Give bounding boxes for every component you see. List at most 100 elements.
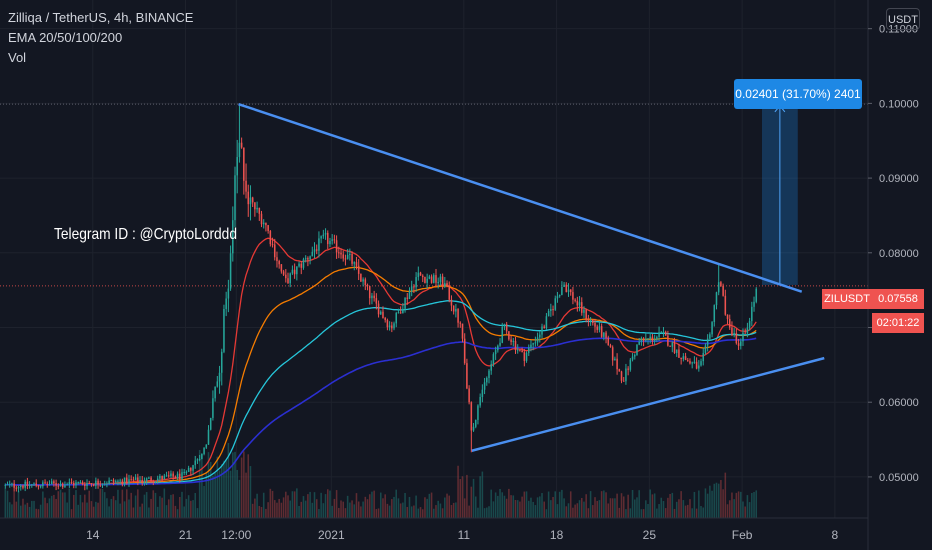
candle-body — [455, 309, 457, 312]
volume-bar — [512, 495, 515, 518]
candle-body — [70, 482, 73, 484]
volume-bar — [128, 499, 130, 518]
candle-body — [28, 484, 31, 486]
candle-body — [603, 332, 605, 337]
trendlines[interactable] — [238, 102, 825, 452]
candle-body — [755, 288, 758, 302]
volume-bar — [477, 507, 479, 518]
candle-body — [611, 347, 614, 361]
last-price-tag: 0.07558 — [872, 289, 924, 309]
volume-bar — [344, 508, 347, 518]
candle-body — [682, 356, 685, 359]
candle-body — [117, 480, 119, 482]
volume-bar — [631, 489, 634, 518]
volume-bar — [258, 505, 261, 518]
volume-bar — [569, 491, 572, 518]
candle-body — [232, 220, 234, 254]
volume-bar — [410, 506, 413, 518]
candle-body — [620, 371, 623, 381]
bar-countdown-tag: 02:01:22 — [872, 313, 924, 333]
volume-bar — [97, 502, 99, 518]
candle-body — [170, 473, 172, 477]
volume-bar — [64, 492, 66, 518]
candle-body — [695, 361, 698, 369]
volume-bar — [751, 493, 753, 518]
candle-body — [342, 254, 344, 259]
price-range-measure[interactable] — [761, 104, 798, 285]
volume-bar — [618, 507, 621, 518]
candle-body — [205, 444, 208, 448]
candle-body — [234, 175, 236, 221]
volume-bar — [664, 508, 667, 518]
volume-bar — [99, 488, 102, 518]
volume-indicator-label[interactable]: Vol — [8, 50, 27, 65]
price-tick-label: 0.09000 — [879, 173, 919, 185]
candle-body — [351, 253, 353, 264]
candle-body — [419, 272, 422, 276]
volume-bar — [609, 498, 612, 518]
volume-bar — [382, 498, 384, 518]
candle-body — [212, 398, 214, 418]
candle-body — [362, 279, 364, 282]
volume-bar — [269, 488, 272, 518]
candle-body — [413, 286, 415, 288]
candle-body — [247, 191, 250, 205]
volume-bar — [293, 491, 296, 518]
candle-body — [474, 419, 477, 427]
candle-body — [320, 236, 322, 239]
volume-bar — [667, 497, 669, 518]
candle-body — [163, 475, 166, 480]
ema-indicator-label[interactable]: EMA 20/50/100/200 — [8, 30, 123, 45]
candle-body — [44, 482, 46, 484]
candle-body — [103, 484, 106, 486]
candle-body — [112, 479, 115, 482]
candle-body — [444, 283, 446, 287]
candle-body — [258, 207, 261, 214]
candle-body — [689, 361, 691, 364]
volume-bar — [220, 464, 223, 518]
candle-body — [452, 305, 455, 312]
candle-body — [19, 485, 22, 488]
volume-bar — [192, 500, 194, 518]
candle-body — [37, 485, 40, 487]
candle-body — [77, 482, 79, 484]
volume-bar — [527, 500, 530, 518]
volume-bar — [61, 492, 64, 518]
currency-button[interactable]: USDT — [886, 8, 920, 30]
volume-bar — [536, 497, 539, 518]
volume-bar — [675, 501, 678, 518]
candle-body — [592, 319, 594, 323]
volume-bar — [611, 498, 614, 518]
candle-body — [176, 473, 179, 479]
candle-body — [503, 324, 506, 327]
volume-bar — [700, 506, 702, 518]
measure-label: 0.02401 (31.70%) 2401 — [734, 79, 862, 109]
volume-bar — [360, 506, 362, 518]
candle-body — [488, 370, 490, 378]
volume-bar — [181, 491, 183, 518]
volume-bar — [194, 493, 197, 518]
volume-bar — [331, 505, 333, 518]
candle-body — [382, 311, 384, 318]
candle-body — [490, 364, 492, 371]
candle-body — [563, 284, 565, 287]
volume-bar — [735, 492, 738, 518]
volume-bar — [596, 500, 598, 518]
volume-bar — [280, 502, 283, 518]
candle-body — [15, 487, 18, 489]
symbol-title[interactable]: Zilliqa / TetherUS, 4h, BINANCE — [8, 10, 194, 25]
volume-bar — [479, 476, 481, 518]
volume-bar — [472, 478, 475, 518]
volume-bar — [547, 491, 550, 518]
telegram-annotation: Telegram ID : @CryptoLorddd — [54, 226, 237, 243]
volume-bar — [218, 470, 221, 518]
volume-bar — [13, 491, 15, 518]
volume-bar — [148, 507, 150, 518]
candle-body — [322, 234, 325, 237]
volume-bar — [576, 503, 579, 518]
volume-bar — [236, 469, 238, 518]
candle-body — [645, 338, 647, 341]
volume-bar — [353, 504, 356, 518]
volume-bar — [466, 474, 468, 518]
candle-body — [585, 309, 587, 320]
